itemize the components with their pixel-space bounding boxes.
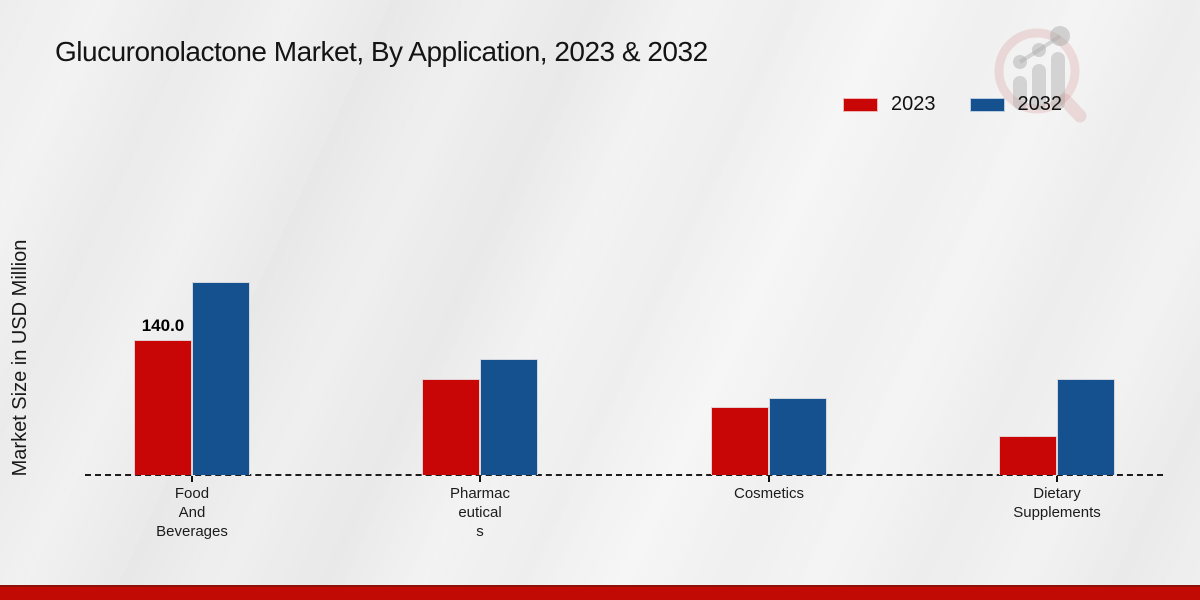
bar-2032-food-and-beverages — [192, 282, 250, 475]
legend-label-2023: 2023 — [891, 93, 936, 115]
x-tick-food-and-beverages — [191, 476, 193, 482]
legend: 2023 2032 — [843, 93, 1062, 116]
x-tick-cosmetics — [768, 476, 770, 482]
bar-2023-dietary-supplements — [999, 436, 1057, 475]
x-label-dietary-supplements: Dietary Supplements — [1013, 485, 1101, 521]
legend-item-2023: 2023 — [843, 93, 936, 116]
bar-2023-food-and-beverages — [134, 340, 192, 475]
data-label-2023: 140.0 — [141, 316, 185, 335]
bottom-red-strip — [0, 585, 1200, 600]
bar-2032-cosmetics — [769, 398, 827, 475]
bar-2023-pharmaceuticals — [422, 379, 480, 475]
legend-label-2032: 2032 — [1017, 93, 1063, 115]
legend-swatch-2023 — [843, 97, 878, 112]
x-label-cosmetics: Cosmetics — [733, 485, 804, 502]
x-tick-pharmaceuticals — [479, 476, 481, 482]
legend-item-2032: 2032 — [969, 93, 1063, 116]
chart-title: Glucuronolactone Market, By Application,… — [55, 36, 708, 67]
bar-2023-cosmetics — [711, 407, 769, 475]
magnifier-logo-watermark-icon — [994, 26, 1087, 123]
x-label-pharmaceuticals: Pharmac eutical s — [449, 485, 511, 540]
x-label-food-and-beverages: Food And Beverages — [156, 485, 228, 540]
bar-2032-dietary-supplements — [1057, 379, 1115, 475]
bar-2032-pharmaceuticals — [480, 359, 538, 475]
x-tick-dietary-supplements — [1056, 476, 1058, 482]
x-axis-baseline — [85, 474, 1163, 476]
legend-swatch-2032 — [969, 97, 1005, 112]
